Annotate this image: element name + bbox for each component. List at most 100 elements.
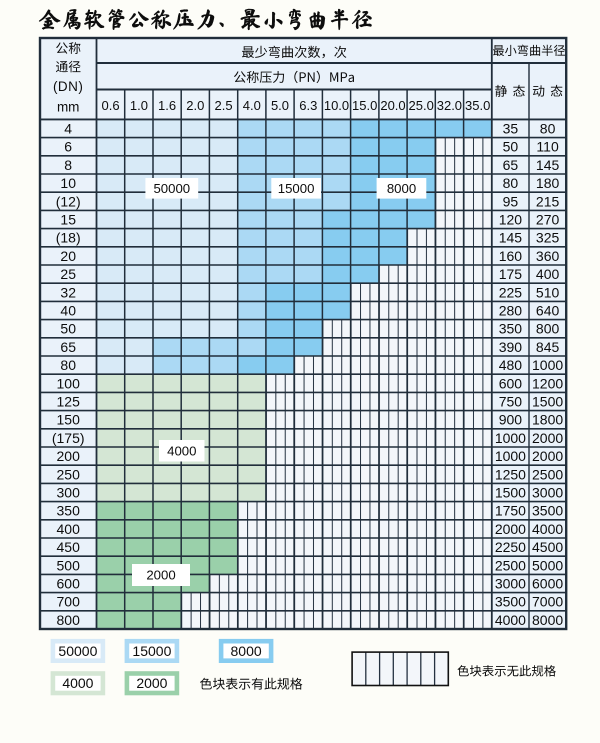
svg-text:600: 600 [57,576,81,592]
svg-text:600: 600 [499,375,523,391]
svg-text:125: 125 [57,394,81,410]
svg-text:8000: 8000 [231,643,262,659]
svg-text:(12): (12) [56,193,81,209]
svg-text:2000: 2000 [532,430,563,446]
svg-text:4500: 4500 [532,539,563,555]
svg-text:20: 20 [60,248,76,264]
svg-text:145: 145 [536,157,560,173]
svg-text:145: 145 [499,230,523,246]
svg-text:(18): (18) [56,230,81,246]
svg-text:1500: 1500 [495,485,526,501]
svg-text:800: 800 [536,321,560,337]
svg-text:2500: 2500 [532,466,563,482]
svg-text:845: 845 [536,339,560,355]
svg-text:15.0: 15.0 [352,98,377,113]
svg-text:450: 450 [57,539,81,555]
svg-text:350: 350 [499,321,523,337]
svg-text:200: 200 [57,448,81,464]
svg-text:0.6: 0.6 [102,98,120,113]
svg-text:3500: 3500 [532,503,563,519]
svg-text:25: 25 [60,266,76,282]
svg-text:900: 900 [499,412,523,428]
svg-text:32: 32 [60,284,76,300]
svg-text:3000: 3000 [532,485,563,501]
svg-text:50000: 50000 [153,181,190,196]
svg-text:1000: 1000 [495,448,526,464]
svg-text:100: 100 [57,375,81,391]
svg-text:80: 80 [540,121,556,137]
svg-text:800: 800 [57,612,81,628]
svg-text:80: 80 [503,175,519,191]
svg-text:1800: 1800 [532,412,563,428]
svg-text:1.0: 1.0 [130,98,148,113]
svg-text:6: 6 [64,139,72,155]
svg-text:50: 50 [503,139,519,155]
svg-text:50000: 50000 [58,643,97,659]
svg-text:10.0: 10.0 [324,98,349,113]
svg-text:500: 500 [57,557,81,573]
svg-text:280: 280 [499,303,523,319]
svg-text:5.0: 5.0 [271,98,289,113]
svg-text:270: 270 [536,212,560,228]
svg-text:110: 110 [536,139,559,155]
svg-text:215: 215 [536,193,560,209]
svg-text:8000: 8000 [387,181,416,196]
svg-text:4000: 4000 [495,612,526,628]
svg-text:65: 65 [503,157,519,173]
svg-text:4000: 4000 [532,521,563,537]
svg-text:4000: 4000 [62,675,93,691]
svg-text:2250: 2250 [495,539,526,555]
svg-text:225: 225 [499,284,523,300]
svg-text:3000: 3000 [495,576,526,592]
svg-text:390: 390 [499,339,523,355]
svg-text:10: 10 [60,175,76,191]
svg-text:2000: 2000 [146,568,175,583]
svg-text:700: 700 [57,594,81,610]
svg-text:2500: 2500 [495,557,526,573]
svg-text:mm: mm [57,100,80,115]
svg-text:2.5: 2.5 [215,98,233,113]
svg-text:150: 150 [57,412,81,428]
svg-text:4: 4 [64,121,72,137]
svg-text:750: 750 [499,394,523,410]
svg-text:350: 350 [57,503,81,519]
svg-text:40: 40 [60,303,76,319]
svg-text:15: 15 [60,212,76,228]
svg-text:1000: 1000 [532,357,563,373]
svg-text:640: 640 [536,303,560,319]
svg-text:80: 80 [60,357,76,373]
svg-text:400: 400 [536,266,560,282]
svg-text:(175): (175) [52,430,85,446]
svg-text:510: 510 [536,284,560,300]
svg-text:8000: 8000 [532,612,563,628]
svg-text:3500: 3500 [495,594,526,610]
svg-text:8: 8 [64,157,72,173]
svg-text:180: 180 [536,175,560,191]
svg-text:4.0: 4.0 [243,98,261,113]
svg-text:160: 160 [499,248,523,264]
svg-text:325: 325 [536,230,560,246]
svg-text:300: 300 [57,485,81,501]
svg-text:400: 400 [57,521,81,537]
svg-text:2000: 2000 [136,675,167,691]
svg-text:1750: 1750 [495,503,526,519]
svg-text:1250: 1250 [495,466,526,482]
svg-text:(DN): (DN) [53,79,84,94]
svg-text:15000: 15000 [278,181,315,196]
svg-text:2.0: 2.0 [186,98,204,113]
svg-text:480: 480 [499,357,523,373]
svg-text:32.0: 32.0 [437,98,462,113]
svg-text:20.0: 20.0 [380,98,405,113]
svg-text:175: 175 [499,266,523,282]
svg-text:360: 360 [536,248,560,264]
svg-text:7000: 7000 [532,594,563,610]
svg-text:6.3: 6.3 [299,98,317,113]
svg-text:25.0: 25.0 [409,98,434,113]
svg-text:65: 65 [60,339,76,355]
svg-text:35.0: 35.0 [465,98,490,113]
svg-text:1500: 1500 [532,394,563,410]
svg-text:1.6: 1.6 [158,98,176,113]
svg-text:15000: 15000 [132,643,171,659]
svg-text:250: 250 [57,466,81,482]
svg-text:95: 95 [503,193,519,209]
